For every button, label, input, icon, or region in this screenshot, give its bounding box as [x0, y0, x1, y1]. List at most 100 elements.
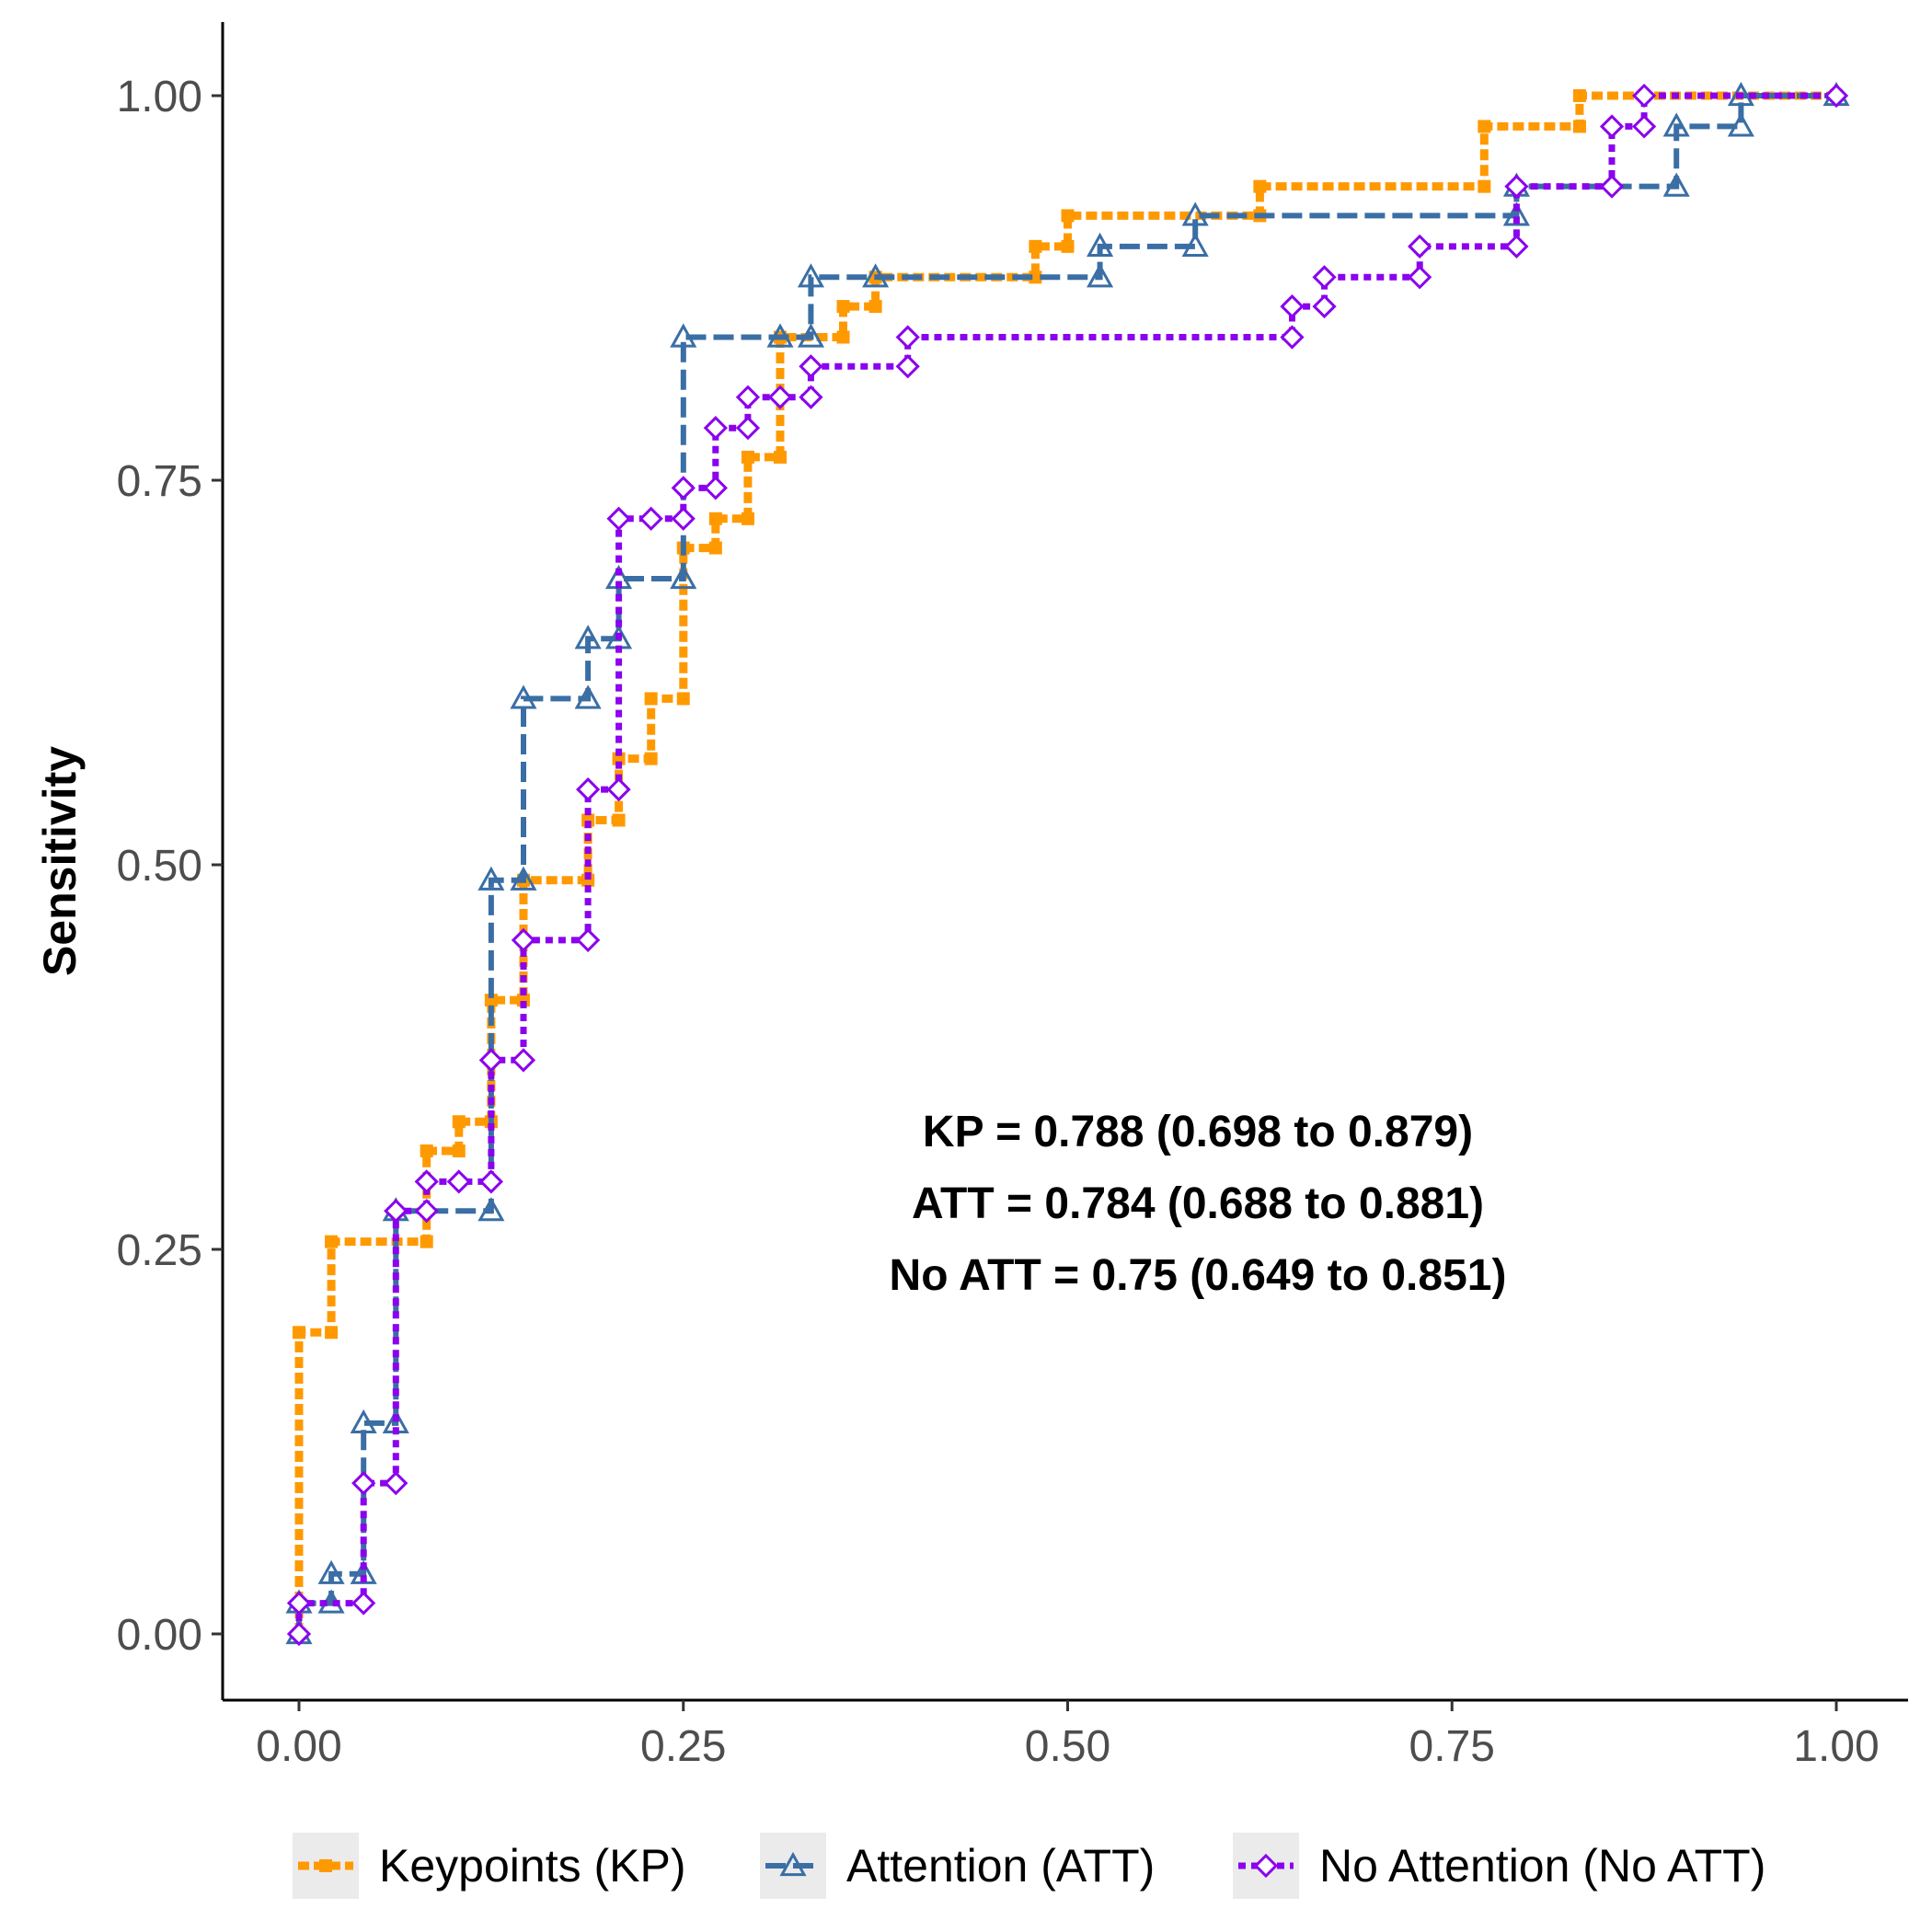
data-point: [836, 300, 850, 314]
y-tick-label: 0.75: [117, 457, 202, 506]
data-point: [644, 692, 658, 706]
data-point: [1599, 114, 1625, 139]
data-point: [708, 512, 722, 525]
data-point: [703, 416, 728, 441]
data-point: [477, 866, 505, 891]
data-point: [478, 1169, 503, 1194]
data-point: [676, 692, 690, 706]
data-point: [644, 752, 658, 765]
data-point: [452, 1115, 466, 1129]
data-point: [325, 1235, 339, 1248]
data-point: [1599, 174, 1625, 199]
data-point: [735, 416, 761, 441]
data-point: [420, 1235, 433, 1248]
data-point: [510, 684, 537, 709]
series-1: [285, 81, 1850, 1645]
annotation-block: KP = 0.788 (0.698 to 0.879) ATT = 0.784 …: [890, 1108, 1507, 1300]
data-point: [1029, 270, 1042, 284]
data-point: [1478, 179, 1491, 193]
data-point: [799, 354, 823, 379]
data-point: [1061, 209, 1075, 223]
data-point: [766, 323, 794, 348]
data-point: [670, 323, 697, 348]
data-point: [1087, 263, 1114, 288]
data-point: [414, 1169, 439, 1194]
data-point: [606, 506, 631, 531]
y-tick-label: 0.50: [117, 842, 202, 891]
data-point: [1181, 232, 1209, 257]
data-point: [325, 1326, 339, 1340]
data-point: [1408, 234, 1432, 259]
data-point: [1632, 83, 1657, 109]
data-point: [350, 1409, 377, 1434]
data-point: [671, 506, 696, 531]
data-point: [350, 1559, 377, 1584]
data-point: [868, 300, 882, 314]
data-point: [414, 1199, 439, 1224]
x-tick-label: 0.75: [1409, 1722, 1495, 1771]
legend-label: Keypoints (KP): [379, 1840, 685, 1892]
data-point: [384, 1199, 408, 1224]
data-point: [1504, 174, 1529, 199]
data-point: [1502, 201, 1530, 226]
data-point: [1408, 265, 1432, 290]
data-point: [1280, 293, 1305, 319]
data-point: [420, 1144, 433, 1157]
data-point: [576, 776, 601, 802]
y-tick-label: 0.00: [117, 1611, 202, 1660]
legend-key-marker: [779, 1851, 807, 1877]
data-point: [1662, 172, 1690, 197]
legend-key-marker: [319, 1859, 332, 1872]
x-tick-label: 0.00: [256, 1722, 341, 1771]
data-point: [671, 476, 696, 500]
data-point: [1572, 120, 1586, 133]
data-point: [1504, 234, 1529, 259]
x-tick-label: 0.50: [1025, 1722, 1110, 1771]
series-line: [294, 91, 1836, 1634]
series-0: [293, 89, 1843, 1640]
data-point: [797, 323, 824, 348]
data-point: [1727, 81, 1754, 107]
data-point: [317, 1559, 345, 1584]
data-point: [511, 927, 536, 953]
x-tick-label: 0.25: [640, 1722, 726, 1771]
tick-layer: 0.00 0.25 0.50 0.75 1.00 0.00 0.25 0.50 0.75 1.00: [117, 73, 1880, 1771]
data-point: [774, 450, 788, 464]
data-point: [741, 450, 754, 464]
series-layer: [285, 81, 1850, 1647]
data-point: [862, 263, 890, 288]
data-point: [836, 330, 850, 344]
data-point: [1727, 112, 1754, 137]
data-point: [1312, 265, 1337, 290]
series-line: [295, 92, 1836, 1634]
data-point: [670, 564, 697, 590]
data-point: [574, 625, 602, 650]
data-point: [484, 994, 498, 1007]
series-2: [286, 83, 1849, 1647]
series-line: [296, 93, 1836, 1634]
data-point: [286, 1591, 312, 1616]
data-point: [452, 1144, 466, 1157]
data-point: [1253, 179, 1267, 193]
data-point: [1029, 239, 1042, 253]
data-point: [708, 541, 722, 555]
data-point: [1061, 239, 1075, 253]
y-axis-label: Sensitivity: [34, 746, 86, 976]
data-point: [895, 354, 920, 379]
data-point: [797, 263, 824, 288]
data-point: [1572, 89, 1586, 102]
data-point: [1280, 325, 1305, 350]
data-point: [1478, 120, 1491, 133]
data-point: [799, 385, 823, 409]
legend-label: No Attention (No ATT): [1319, 1840, 1765, 1892]
data-point: [293, 1326, 305, 1340]
data-point: [1181, 201, 1209, 226]
data-point: [351, 1591, 376, 1616]
annotation-att: ATT = 0.784 (0.688 to 0.881): [912, 1179, 1484, 1228]
axes-layer: [221, 22, 1908, 1702]
data-point: [606, 776, 631, 802]
data-point: [735, 385, 761, 409]
data-point: [1312, 293, 1337, 319]
data-point: [576, 927, 601, 953]
